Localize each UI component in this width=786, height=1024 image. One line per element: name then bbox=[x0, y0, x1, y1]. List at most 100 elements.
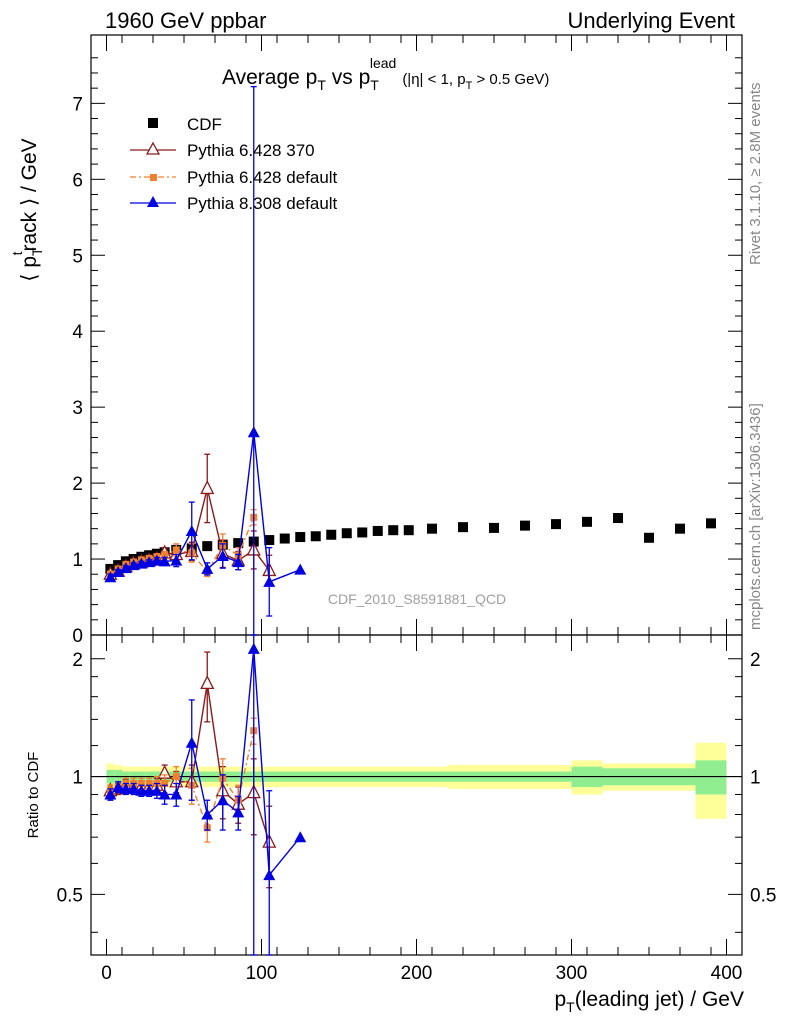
ratio-point-2-1 bbox=[112, 781, 125, 793]
side-text-mcplots: mcplots.cern.ch [arXiv:1306.3436] bbox=[747, 403, 764, 630]
x-axis-label: pT(leading jet) / GeV bbox=[554, 988, 744, 1015]
main-point-3-15 bbox=[294, 563, 307, 575]
main-point-3-10 bbox=[201, 562, 214, 574]
main-point-0-10 bbox=[202, 541, 213, 552]
side-text-rivet: Rivet 3.1.10, ≥ 2.8M events bbox=[747, 83, 764, 266]
legend-marker-p8-default bbox=[147, 196, 159, 207]
main-point-0-22 bbox=[388, 525, 399, 536]
main-series-3 bbox=[104, 85, 307, 636]
y-axis-label-main: ⟨ pTtrack ⟩ / GeV bbox=[9, 138, 45, 281]
y-axis-label-ratio: Ratio to CDF bbox=[25, 752, 42, 839]
main-ytick-label-5: 5 bbox=[72, 246, 83, 267]
ratio-point-1-7 bbox=[161, 780, 169, 788]
xtick-label-4: 400 bbox=[711, 963, 743, 984]
analysis-watermark: CDF_2010_S8591881_QCD bbox=[328, 591, 506, 607]
ratio-panel-frame bbox=[90, 634, 743, 956]
xtick-label-3: 300 bbox=[556, 963, 588, 984]
main-point-3-11 bbox=[216, 550, 229, 562]
ratio-series-line-2 bbox=[109, 648, 301, 877]
main-point-3-9 bbox=[185, 524, 198, 536]
main-point-0-18 bbox=[326, 529, 337, 540]
main-ytick-label-4: 4 bbox=[72, 322, 83, 343]
main-point-0-12 bbox=[233, 538, 244, 549]
main-point-3-0 bbox=[104, 571, 117, 583]
data-series bbox=[103, 85, 716, 956]
main-point-3-13 bbox=[247, 426, 260, 438]
ratio-series-2 bbox=[104, 634, 307, 956]
ratio-ytick-label-0: 0.5 bbox=[57, 885, 83, 906]
main-point-3-7 bbox=[158, 555, 171, 567]
main-point-1-10 bbox=[200, 479, 215, 495]
main-point-0-16 bbox=[295, 532, 306, 543]
legend-label-p8-default: Pythia 8.308 default bbox=[187, 194, 338, 213]
main-point-0-15 bbox=[279, 533, 290, 544]
ratio-ytick-label-right-0: 0.5 bbox=[750, 885, 776, 906]
header-right: Underlying Event bbox=[567, 8, 735, 33]
main-point-0-14 bbox=[264, 535, 275, 546]
main-ytick-label-0: 0 bbox=[72, 626, 83, 647]
ratio-ytick-label-right-1: 1 bbox=[750, 768, 761, 789]
axes: 0 1 2 3 4 5 6 7 0 100 200 300 400 0.5 0.5 1 1 2 2 bbox=[57, 35, 776, 984]
main-point-3-1 bbox=[112, 565, 125, 577]
main-ytick-label-6: 6 bbox=[72, 170, 83, 191]
ratio-point-2-2 bbox=[119, 782, 132, 794]
main-ytick-label-3: 3 bbox=[72, 398, 83, 419]
plot-title: Average pT vs pTlead(|η| < 1, pT > 0.5 G… bbox=[222, 55, 549, 93]
ratio-point-2-8 bbox=[170, 788, 183, 800]
main-point-0-21 bbox=[372, 525, 383, 536]
main-point-3-2 bbox=[119, 562, 132, 574]
legend-marker-p6-default bbox=[150, 174, 157, 181]
xtick-label-1: 100 bbox=[246, 963, 278, 984]
ratio-point-2-14 bbox=[263, 869, 276, 881]
main-point-0-19 bbox=[341, 528, 352, 539]
main-point-0-20 bbox=[357, 527, 368, 538]
main-point-0-28 bbox=[551, 519, 561, 530]
ratio-point-2-9 bbox=[185, 736, 198, 748]
main-point-0-31 bbox=[644, 532, 654, 543]
ratio-point-1-8 bbox=[172, 773, 180, 781]
ratio-point-2-5 bbox=[143, 784, 156, 796]
main-point-0-30 bbox=[613, 513, 623, 524]
ratio-point-2-10 bbox=[201, 808, 214, 820]
main-ytick-label-1: 1 bbox=[72, 550, 83, 571]
main-point-0-23 bbox=[403, 525, 414, 536]
ratio-point-2-13 bbox=[247, 642, 260, 654]
legend-label-p6-default: Pythia 6.428 default bbox=[187, 168, 338, 187]
main-ytick-label-2: 2 bbox=[72, 474, 83, 495]
ratio-ytick-label-1: 1 bbox=[72, 768, 83, 789]
main-point-0-32 bbox=[675, 523, 685, 534]
main-point-2-8 bbox=[172, 546, 180, 554]
main-point-0-27 bbox=[520, 520, 530, 531]
ratio-point-1-5 bbox=[145, 780, 153, 788]
ratio-point-2-6 bbox=[150, 784, 163, 796]
main-point-0-26 bbox=[489, 522, 499, 533]
header-left: 1960 GeV ppbar bbox=[105, 8, 266, 33]
main-point-3-6 bbox=[150, 554, 163, 566]
xtick-label-0: 0 bbox=[101, 963, 112, 984]
ratio-point-2-3 bbox=[127, 782, 140, 794]
legend-marker-p6-370 bbox=[145, 141, 161, 155]
band-inner-33 bbox=[695, 760, 727, 795]
ratio-point-2-15 bbox=[294, 831, 307, 843]
main-ytick-label-7: 7 bbox=[72, 94, 83, 115]
ratio-point-2-11 bbox=[216, 794, 229, 806]
ratio-point-2-4 bbox=[135, 784, 148, 796]
legend-marker-cdf bbox=[148, 118, 158, 128]
main-point-0-29 bbox=[582, 516, 592, 527]
main-point-0-17 bbox=[310, 531, 321, 542]
xtick-label-2: 200 bbox=[401, 963, 433, 984]
ratio-point-2-7 bbox=[158, 788, 171, 800]
main-point-3-8 bbox=[170, 554, 183, 566]
main-point-2-7 bbox=[161, 551, 169, 559]
ratio-series-line-0 bbox=[110, 683, 270, 843]
legend-label-cdf: CDF bbox=[187, 115, 222, 134]
main-point-0-33 bbox=[706, 518, 716, 529]
legend-label-p6-370: Pythia 6.428 370 bbox=[187, 141, 315, 160]
ratio-ytick-label-right-2: 2 bbox=[750, 650, 761, 671]
ratio-point-1-4 bbox=[137, 780, 145, 788]
main-point-0-24 bbox=[427, 523, 437, 534]
legend: CDF Pythia 6.428 370 Pythia 6.428 defaul… bbox=[130, 115, 338, 213]
ratio-point-2-12 bbox=[232, 806, 245, 818]
ratio-ytick-label-2: 2 bbox=[72, 650, 83, 671]
